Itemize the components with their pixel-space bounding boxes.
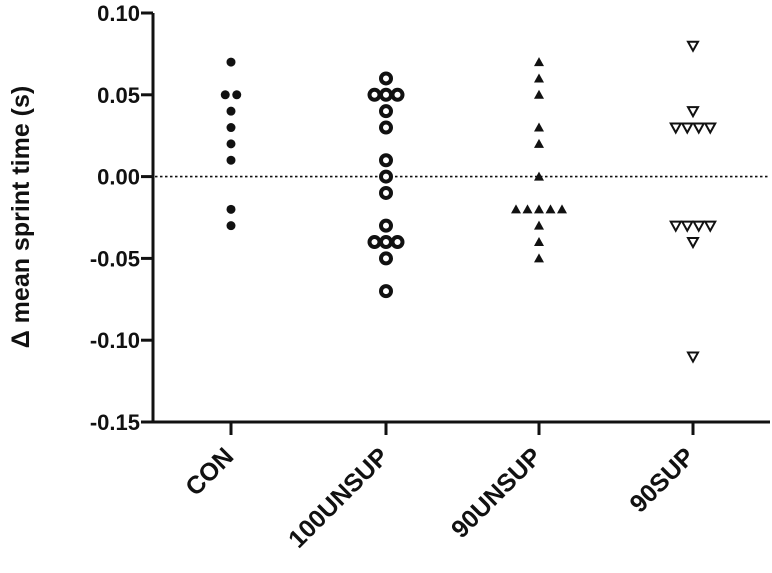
- x-category-label: 90SUP: [624, 442, 700, 518]
- data-point: [686, 106, 700, 119]
- data-point: [226, 155, 236, 165]
- data-point: [680, 220, 694, 233]
- data-point: [511, 204, 521, 214]
- data-point: [692, 122, 706, 135]
- data-point: [379, 104, 393, 119]
- data-point: [379, 120, 393, 135]
- data-point: [379, 71, 393, 86]
- data-point: [226, 106, 236, 116]
- data-point: [367, 87, 382, 102]
- y-tick-label: -0.10: [90, 328, 140, 353]
- data-point: [669, 122, 683, 135]
- labels: 0.10 0.05 0.00 -0.05 -0.10 -0.15 CON 100UNSUP 90…: [90, 1, 700, 554]
- data-point: [379, 235, 393, 250]
- data-point: [545, 204, 556, 214]
- data-point: [534, 220, 544, 230]
- data-point: [232, 90, 242, 100]
- y-tick-label: 0.05: [97, 83, 140, 108]
- y-tick-label: -0.15: [90, 410, 140, 435]
- data-point: [534, 253, 544, 263]
- data-point: [226, 204, 236, 214]
- data-points: [220, 40, 717, 364]
- data-point: [703, 122, 717, 135]
- data-point: [390, 235, 405, 250]
- data-point: [534, 89, 544, 99]
- x-category-label: CON: [180, 442, 239, 501]
- data-point: [522, 204, 533, 214]
- data-point: [226, 123, 236, 133]
- data-point: [686, 40, 700, 53]
- data-point: [534, 122, 544, 132]
- axes: [141, 11, 770, 435]
- data-point: [534, 171, 544, 181]
- data-point: [534, 138, 544, 148]
- data-point: [226, 57, 236, 67]
- data-point: [534, 57, 544, 67]
- data-point: [220, 90, 230, 100]
- data-point: [703, 220, 717, 233]
- data-point: [534, 204, 544, 214]
- data-point: [557, 204, 567, 214]
- data-point: [692, 220, 706, 233]
- data-point: [534, 73, 544, 83]
- data-point: [379, 87, 393, 102]
- data-point: [226, 139, 236, 149]
- y-tick-label: 0.00: [97, 165, 140, 190]
- y-axis-title: Δ mean sprint time (s): [7, 86, 35, 348]
- data-point: [379, 218, 393, 233]
- data-point: [669, 220, 683, 233]
- data-point: [367, 235, 382, 250]
- data-point: [686, 351, 700, 364]
- data-point: [379, 251, 393, 266]
- data-point: [390, 87, 405, 102]
- data-point: [379, 284, 393, 299]
- x-category-label: 100UNSUP: [283, 442, 394, 553]
- data-point: [226, 221, 236, 231]
- data-point: [680, 122, 694, 135]
- x-category-label: 90UNSUP: [446, 442, 547, 543]
- data-point: [686, 237, 700, 250]
- y-tick-label: 0.10: [97, 1, 140, 26]
- data-point: [534, 237, 544, 247]
- data-point: [379, 169, 393, 184]
- y-tick-label: -0.05: [90, 246, 140, 271]
- data-point: [379, 153, 393, 168]
- data-point: [379, 185, 393, 200]
